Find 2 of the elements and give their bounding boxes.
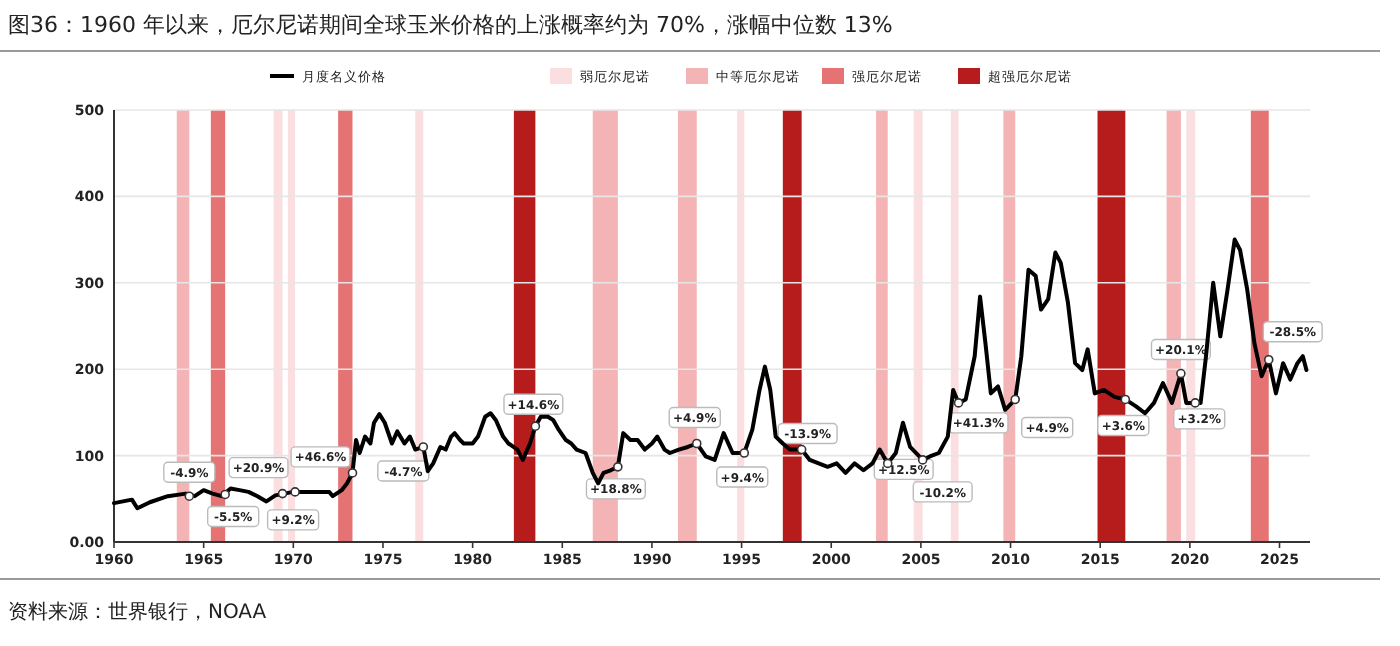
text: 资料来源：世界银行，NOAA (8, 600, 267, 624)
chart-title: 图36：1960 年以来，厄尔尼诺期间全球玉米价格的上涨概率约为 70%，涨幅中位数 13% (8, 12, 893, 38)
